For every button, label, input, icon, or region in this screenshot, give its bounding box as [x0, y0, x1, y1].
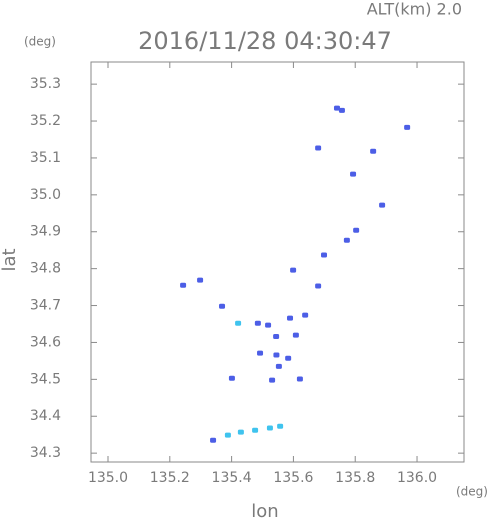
y-tick-label: 34.6 — [30, 334, 61, 350]
y-tick-label: 34.5 — [30, 371, 61, 387]
echo-point — [273, 334, 280, 340]
y-tick-label: 35.0 — [30, 187, 61, 203]
echo-point — [321, 252, 328, 258]
echo-point — [350, 171, 357, 177]
echo-point — [353, 227, 360, 233]
echo-point — [287, 315, 294, 321]
echo-point — [277, 423, 284, 429]
y-tick-label: 35.1 — [30, 150, 61, 166]
y-tick-label: 34.9 — [30, 224, 61, 240]
x-axis-label: lon — [251, 501, 278, 521]
echo-point — [273, 352, 280, 358]
echo-point — [235, 320, 242, 326]
echo-point — [338, 107, 345, 113]
echo-point — [254, 320, 261, 326]
chart-title: 2016/11/28 04:30:47 — [138, 27, 392, 55]
x-tick-label: 135.2 — [150, 470, 190, 486]
echo-point — [252, 427, 259, 433]
echo-point — [228, 375, 235, 381]
echo-point — [285, 355, 292, 361]
echo-point — [302, 312, 309, 318]
echo-point — [219, 303, 226, 309]
echo-point — [210, 437, 217, 443]
echo-point — [224, 432, 231, 438]
plot-frame — [90, 61, 465, 463]
echo-point — [197, 277, 204, 283]
echo-point — [290, 267, 297, 273]
x-unit: (deg) — [456, 485, 488, 499]
echo-point — [315, 283, 322, 289]
echo-point — [266, 425, 273, 431]
echo-point — [269, 377, 276, 383]
echo-point — [237, 429, 244, 435]
echo-point — [333, 105, 340, 111]
y-tick-label: 35.3 — [30, 76, 61, 92]
x-tick-label: 135.0 — [88, 470, 128, 486]
echo-point — [265, 322, 272, 328]
y-tick-label: 35.2 — [30, 113, 61, 129]
x-tick-label: 136.0 — [397, 470, 437, 486]
echo-point — [404, 124, 411, 130]
echo-point — [370, 148, 377, 154]
y-axis-label: lat — [0, 248, 20, 271]
echo-point — [343, 237, 350, 243]
y-tick-label: 34.8 — [30, 261, 61, 277]
x-tick-label: 135.6 — [273, 470, 313, 486]
y-tick-label: 34.3 — [30, 445, 61, 461]
x-tick-label: 135.4 — [212, 470, 252, 486]
chart-subtitle: ALT(km) 2.0 — [367, 0, 462, 19]
x-tick-label: 135.8 — [335, 470, 375, 486]
echo-point — [275, 363, 282, 369]
echo-point — [292, 332, 299, 338]
y-tick-label: 34.4 — [30, 408, 61, 424]
y-unit: (deg) — [24, 35, 56, 49]
echo-point — [180, 282, 187, 288]
echo-point — [379, 202, 386, 208]
echo-point — [315, 145, 322, 151]
y-tick-label: 34.7 — [30, 298, 61, 314]
echo-point — [257, 350, 264, 356]
echo-point — [296, 376, 303, 382]
